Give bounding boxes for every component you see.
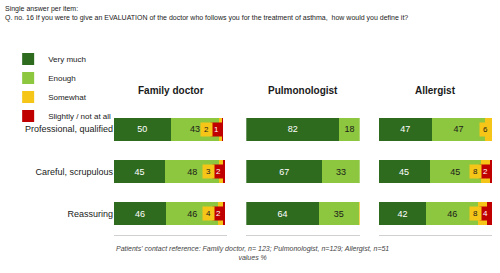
svg-text:Single answer per item:Q. no.: Single answer per item:Q. no. 16 If you … xyxy=(5,5,408,22)
svg-text:42: 42 xyxy=(397,209,407,219)
svg-text:47: 47 xyxy=(400,124,410,134)
svg-text:4: 4 xyxy=(206,209,211,218)
svg-text:82: 82 xyxy=(288,124,298,134)
svg-text:Slightly / not at all: Slightly / not at all xyxy=(48,112,111,121)
svg-text:46: 46 xyxy=(447,209,457,219)
svg-text:1: 1 xyxy=(214,125,219,134)
svg-text:33: 33 xyxy=(336,167,346,177)
svg-text:Enough: Enough xyxy=(48,74,76,83)
svg-text:50: 50 xyxy=(137,124,147,134)
svg-text:2: 2 xyxy=(483,167,488,176)
svg-text:Careful, scrupulous: Careful, scrupulous xyxy=(35,167,113,177)
svg-text:46: 46 xyxy=(187,209,197,219)
svg-text:2: 2 xyxy=(216,167,221,176)
svg-text:Reassuring: Reassuring xyxy=(67,209,113,219)
svg-text:45: 45 xyxy=(399,167,409,177)
svg-text:4: 4 xyxy=(483,209,488,218)
svg-text:64: 64 xyxy=(278,209,288,219)
svg-text:Pulmonologist: Pulmonologist xyxy=(268,85,338,96)
svg-text:18: 18 xyxy=(344,124,354,134)
svg-text:47: 47 xyxy=(454,124,464,134)
svg-text:46: 46 xyxy=(135,209,145,219)
svg-text:6: 6 xyxy=(483,125,488,134)
svg-text:Professional, qualified: Professional, qualified xyxy=(25,124,113,134)
svg-text:43: 43 xyxy=(190,124,200,134)
svg-text:3: 3 xyxy=(206,167,211,176)
svg-text:8: 8 xyxy=(473,167,478,176)
svg-text:2: 2 xyxy=(204,125,209,134)
svg-text:Somewhat: Somewhat xyxy=(48,93,87,102)
svg-text:67: 67 xyxy=(279,167,289,177)
svg-text:45: 45 xyxy=(450,167,460,177)
svg-text:45: 45 xyxy=(135,167,145,177)
svg-text:Very much: Very much xyxy=(48,55,86,64)
svg-text:Allergist: Allergist xyxy=(415,85,456,96)
svg-text:Family doctor: Family doctor xyxy=(138,85,204,96)
svg-text:48: 48 xyxy=(187,167,197,177)
svg-text:35: 35 xyxy=(334,209,344,219)
svg-text:8: 8 xyxy=(473,209,478,218)
svg-text:Patients' contact reference: F: Patients' contact reference: Family doct… xyxy=(116,245,389,261)
svg-text:2: 2 xyxy=(216,209,221,218)
